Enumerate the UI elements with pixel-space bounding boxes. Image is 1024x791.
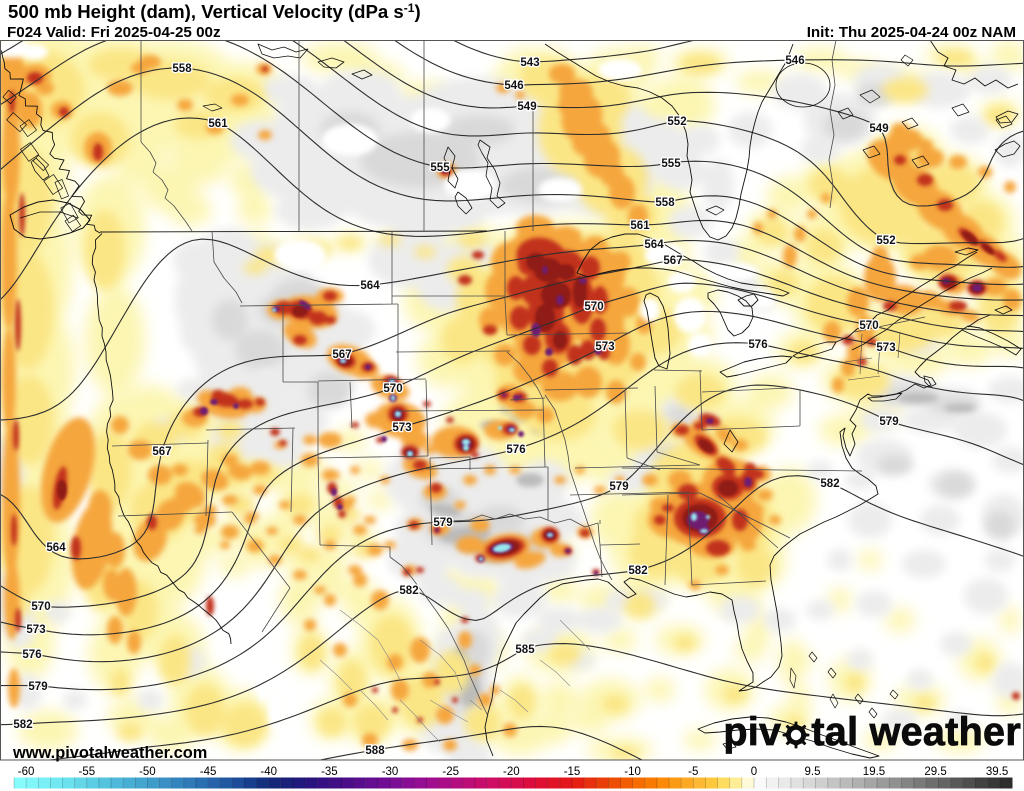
svg-text:573: 573 [876, 342, 895, 354]
svg-text:570: 570 [31, 601, 50, 613]
svg-text:576: 576 [748, 339, 767, 351]
svg-text:567: 567 [152, 446, 171, 458]
svg-text:570: 570 [859, 320, 878, 332]
svg-text:-40: -40 [260, 766, 277, 778]
svg-text:567: 567 [663, 255, 682, 267]
svg-text:579: 579 [28, 681, 47, 693]
svg-text:582: 582 [820, 478, 839, 490]
svg-text:549: 549 [517, 101, 536, 113]
svg-text:585: 585 [515, 644, 535, 656]
svg-text:573: 573 [595, 341, 614, 353]
svg-text:573: 573 [26, 624, 45, 636]
svg-text:0: 0 [751, 766, 757, 778]
svg-text:564: 564 [46, 542, 66, 554]
svg-text:570: 570 [584, 301, 603, 313]
svg-text:-60: -60 [18, 766, 35, 778]
svg-text:579: 579 [879, 416, 898, 428]
svg-text:-35: -35 [321, 766, 338, 778]
svg-text:39.5: 39.5 [986, 766, 1008, 778]
svg-text:579: 579 [433, 517, 452, 529]
svg-text:558: 558 [655, 197, 675, 209]
svg-text:-5: -5 [688, 766, 698, 778]
svg-text:549: 549 [869, 123, 888, 135]
svg-text:9.5: 9.5 [805, 766, 821, 778]
svg-text:561: 561 [630, 220, 650, 232]
svg-text:-25: -25 [442, 766, 459, 778]
svg-text:579: 579 [609, 481, 628, 493]
svg-text:552: 552 [876, 235, 895, 247]
svg-text:582: 582 [628, 565, 647, 577]
svg-text:-30: -30 [382, 766, 399, 778]
svg-text:588: 588 [365, 745, 385, 757]
svg-text:29.5: 29.5 [924, 766, 946, 778]
svg-text:555: 555 [430, 162, 450, 174]
svg-text:561: 561 [208, 118, 228, 130]
svg-text:-15: -15 [564, 766, 581, 778]
svg-text:564: 564 [360, 280, 380, 292]
svg-text:-20: -20 [503, 766, 520, 778]
svg-text:567: 567 [332, 349, 351, 361]
svg-text:570: 570 [383, 383, 402, 395]
svg-text:543: 543 [520, 57, 539, 69]
svg-text:546: 546 [785, 55, 804, 67]
svg-text:-50: -50 [139, 766, 156, 778]
svg-text:576: 576 [506, 444, 525, 456]
svg-text:19.5: 19.5 [863, 766, 885, 778]
svg-text:546: 546 [504, 80, 523, 92]
svg-text:582: 582 [13, 719, 32, 731]
svg-text:-55: -55 [78, 766, 95, 778]
svg-text:582: 582 [399, 585, 418, 597]
svg-text:558: 558 [172, 63, 192, 75]
svg-text:573: 573 [392, 422, 411, 434]
svg-text:-45: -45 [200, 766, 217, 778]
svg-text:555: 555 [661, 158, 681, 170]
svg-text:-10: -10 [624, 766, 641, 778]
svg-text:552: 552 [667, 116, 686, 128]
svg-text:576: 576 [22, 649, 41, 661]
svg-text:564: 564 [644, 239, 664, 251]
